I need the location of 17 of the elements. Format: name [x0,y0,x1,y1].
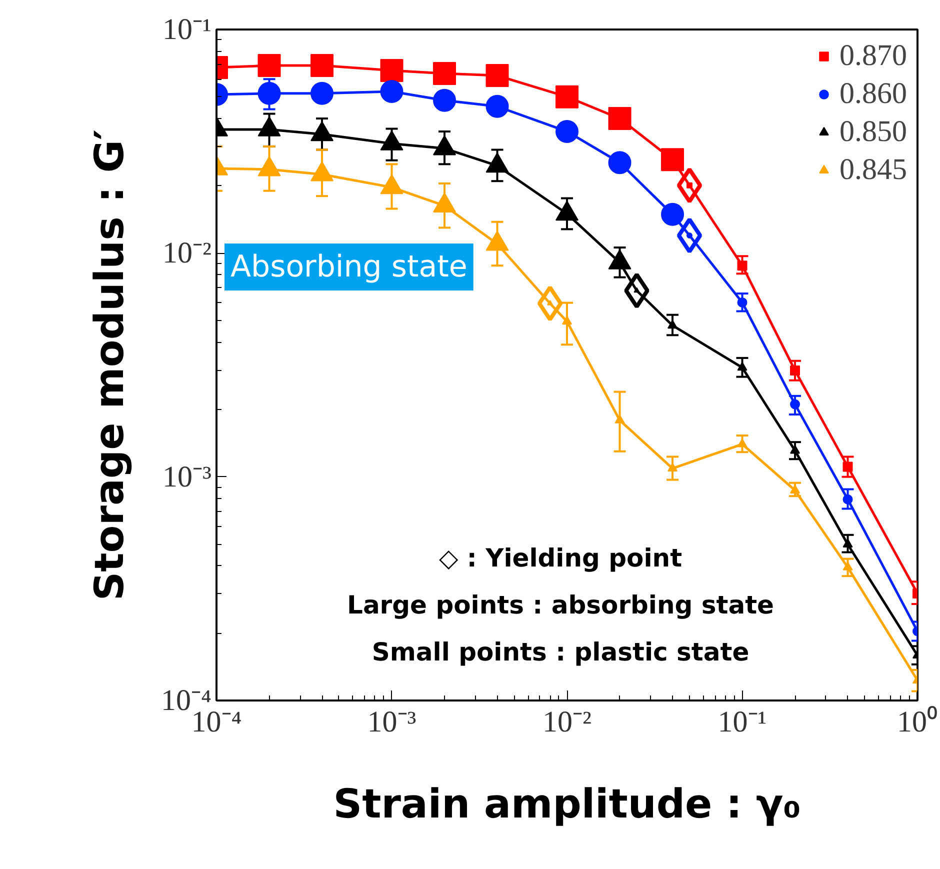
x-tick-label: 10⁻² [542,706,592,738]
annotation: ◇ : Yielding point [438,544,682,572]
legend-label: 0.870 [840,39,907,73]
x-axis-title: Strain amplitude : γ₀ [333,782,801,828]
y-tick-label: 10⁻¹ [162,13,212,46]
y-tick-label: 10⁻³ [162,460,212,494]
x-tick-label: 10⁻³ [367,706,416,738]
y-tick-label: 10⁻² [162,236,212,270]
legend-label: 0.845 [840,153,907,187]
legend-label: 0.860 [840,77,907,111]
legend-label: 0.850 [840,115,907,149]
annotation: Absorbing state [230,250,468,284]
y-axis-title: Storage modulus : G′ [87,129,134,601]
annotation: Small points : plastic state [372,638,750,666]
x-tick-label: 10⁻¹ [718,706,767,738]
annotation: Large points : absorbing state [347,590,774,620]
x-tick-label: 10⁰ [897,706,938,738]
